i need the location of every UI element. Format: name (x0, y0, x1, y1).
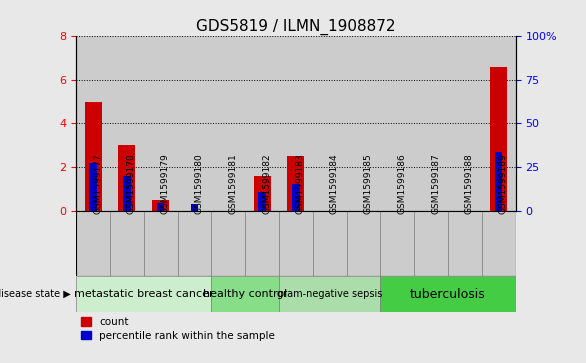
Bar (347, 36, 380, 211)
Text: GSM1599180: GSM1599180 (195, 153, 203, 214)
Bar (313, 36, 347, 211)
Text: GSM1599183: GSM1599183 (296, 153, 305, 214)
FancyBboxPatch shape (482, 211, 516, 276)
Bar (490, 67, 507, 211)
Text: gram-negative sepsis: gram-negative sepsis (277, 289, 383, 299)
Text: GSM1599182: GSM1599182 (262, 153, 271, 214)
Bar (157, 203, 165, 211)
Legend: count, percentile rank within the sample: count, percentile rank within the sample (81, 317, 275, 340)
FancyBboxPatch shape (212, 276, 279, 312)
FancyBboxPatch shape (212, 211, 245, 276)
Text: GSM1599178: GSM1599178 (127, 153, 136, 214)
Bar (212, 36, 245, 211)
FancyBboxPatch shape (448, 211, 482, 276)
Bar (288, 156, 304, 211)
Bar (414, 36, 448, 211)
Bar (495, 152, 503, 211)
Text: GSM1599184: GSM1599184 (330, 153, 339, 214)
FancyBboxPatch shape (76, 276, 212, 312)
Text: GSM1599185: GSM1599185 (363, 153, 373, 214)
Bar (258, 192, 266, 211)
Bar (482, 36, 516, 211)
FancyBboxPatch shape (414, 211, 448, 276)
FancyBboxPatch shape (347, 211, 380, 276)
Text: GSM1599188: GSM1599188 (465, 153, 474, 214)
Bar (118, 145, 135, 211)
Bar (245, 36, 279, 211)
Text: tuberculosis: tuberculosis (410, 287, 486, 301)
Bar (191, 204, 198, 211)
Text: metastatic breast cancer: metastatic breast cancer (74, 289, 214, 299)
FancyBboxPatch shape (110, 211, 144, 276)
Bar (380, 36, 414, 211)
Text: GSM1599177: GSM1599177 (93, 153, 102, 214)
Text: GSM1599187: GSM1599187 (431, 153, 440, 214)
FancyBboxPatch shape (245, 211, 279, 276)
Bar (254, 176, 271, 211)
Bar (90, 163, 97, 211)
FancyBboxPatch shape (279, 211, 313, 276)
Bar (84, 102, 101, 211)
Bar (123, 176, 131, 211)
FancyBboxPatch shape (380, 276, 516, 312)
FancyBboxPatch shape (279, 276, 380, 312)
Bar (279, 36, 313, 211)
Text: GSM1599186: GSM1599186 (397, 153, 406, 214)
Text: disease state ▶: disease state ▶ (0, 289, 70, 299)
Title: GDS5819 / ILMN_1908872: GDS5819 / ILMN_1908872 (196, 19, 396, 35)
FancyBboxPatch shape (380, 211, 414, 276)
Bar (448, 36, 482, 211)
Text: GSM1599179: GSM1599179 (161, 153, 170, 214)
Bar (178, 36, 212, 211)
Bar (76, 36, 110, 211)
FancyBboxPatch shape (313, 211, 347, 276)
Text: GSM1599181: GSM1599181 (229, 153, 237, 214)
Text: healthy control: healthy control (203, 289, 287, 299)
FancyBboxPatch shape (144, 211, 178, 276)
Bar (152, 200, 169, 211)
FancyBboxPatch shape (76, 211, 110, 276)
Bar (110, 36, 144, 211)
Bar (292, 184, 299, 211)
FancyBboxPatch shape (178, 211, 212, 276)
Bar (144, 36, 178, 211)
Text: GSM1599189: GSM1599189 (499, 153, 508, 214)
